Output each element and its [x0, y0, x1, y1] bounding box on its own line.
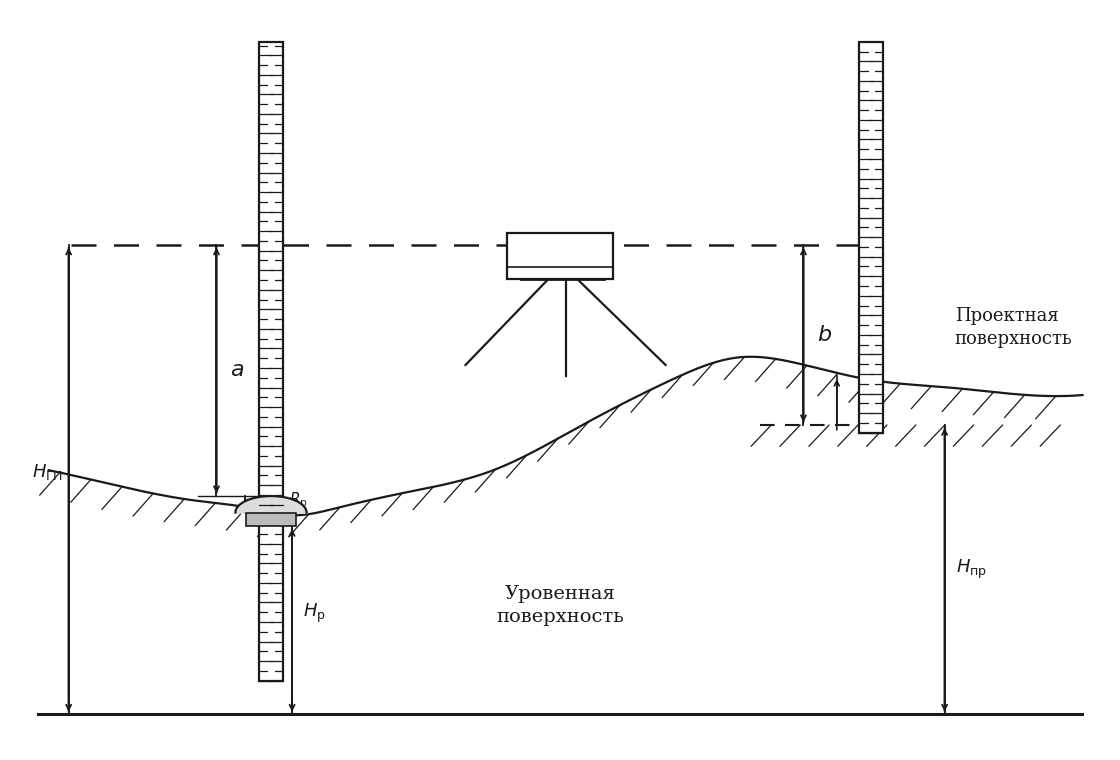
- Text: Уровенная
поверхность: Уровенная поверхность: [496, 584, 624, 626]
- Text: $R_{\mathrm{p}}$: $R_{\mathrm{p}}$: [289, 490, 308, 511]
- Text: $b$: $b$: [816, 324, 832, 346]
- Text: $a$: $a$: [230, 359, 244, 382]
- Bar: [246, 512, 296, 526]
- Text: $H_{\mathrm{p}}$: $H_{\mathrm{p}}$: [304, 602, 326, 625]
- Text: $H_{\mathrm{пр}}$: $H_{\mathrm{пр}}$: [955, 558, 987, 581]
- Text: $H_{\Gamma\Pi}$: $H_{\Gamma\Pi}$: [32, 462, 63, 482]
- Text: Проектная
поверхность: Проектная поверхность: [954, 306, 1072, 348]
- Bar: [859, 42, 884, 432]
- Bar: [259, 42, 283, 681]
- Bar: [507, 233, 613, 278]
